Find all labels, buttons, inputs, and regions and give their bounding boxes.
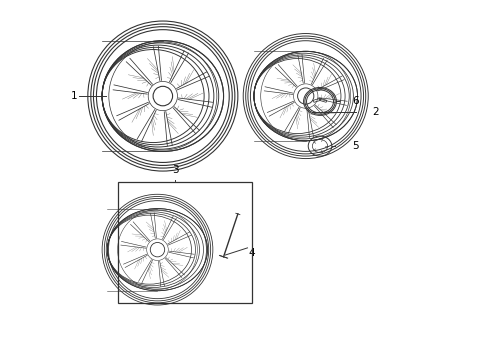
Bar [118,182,252,303]
Text: 5: 5 [352,141,359,151]
Text: 1: 1 [71,91,77,101]
Text: 2: 2 [372,107,378,117]
Text: 6: 6 [352,96,359,107]
Text: 3: 3 [172,165,179,175]
Text: 4: 4 [248,248,255,258]
